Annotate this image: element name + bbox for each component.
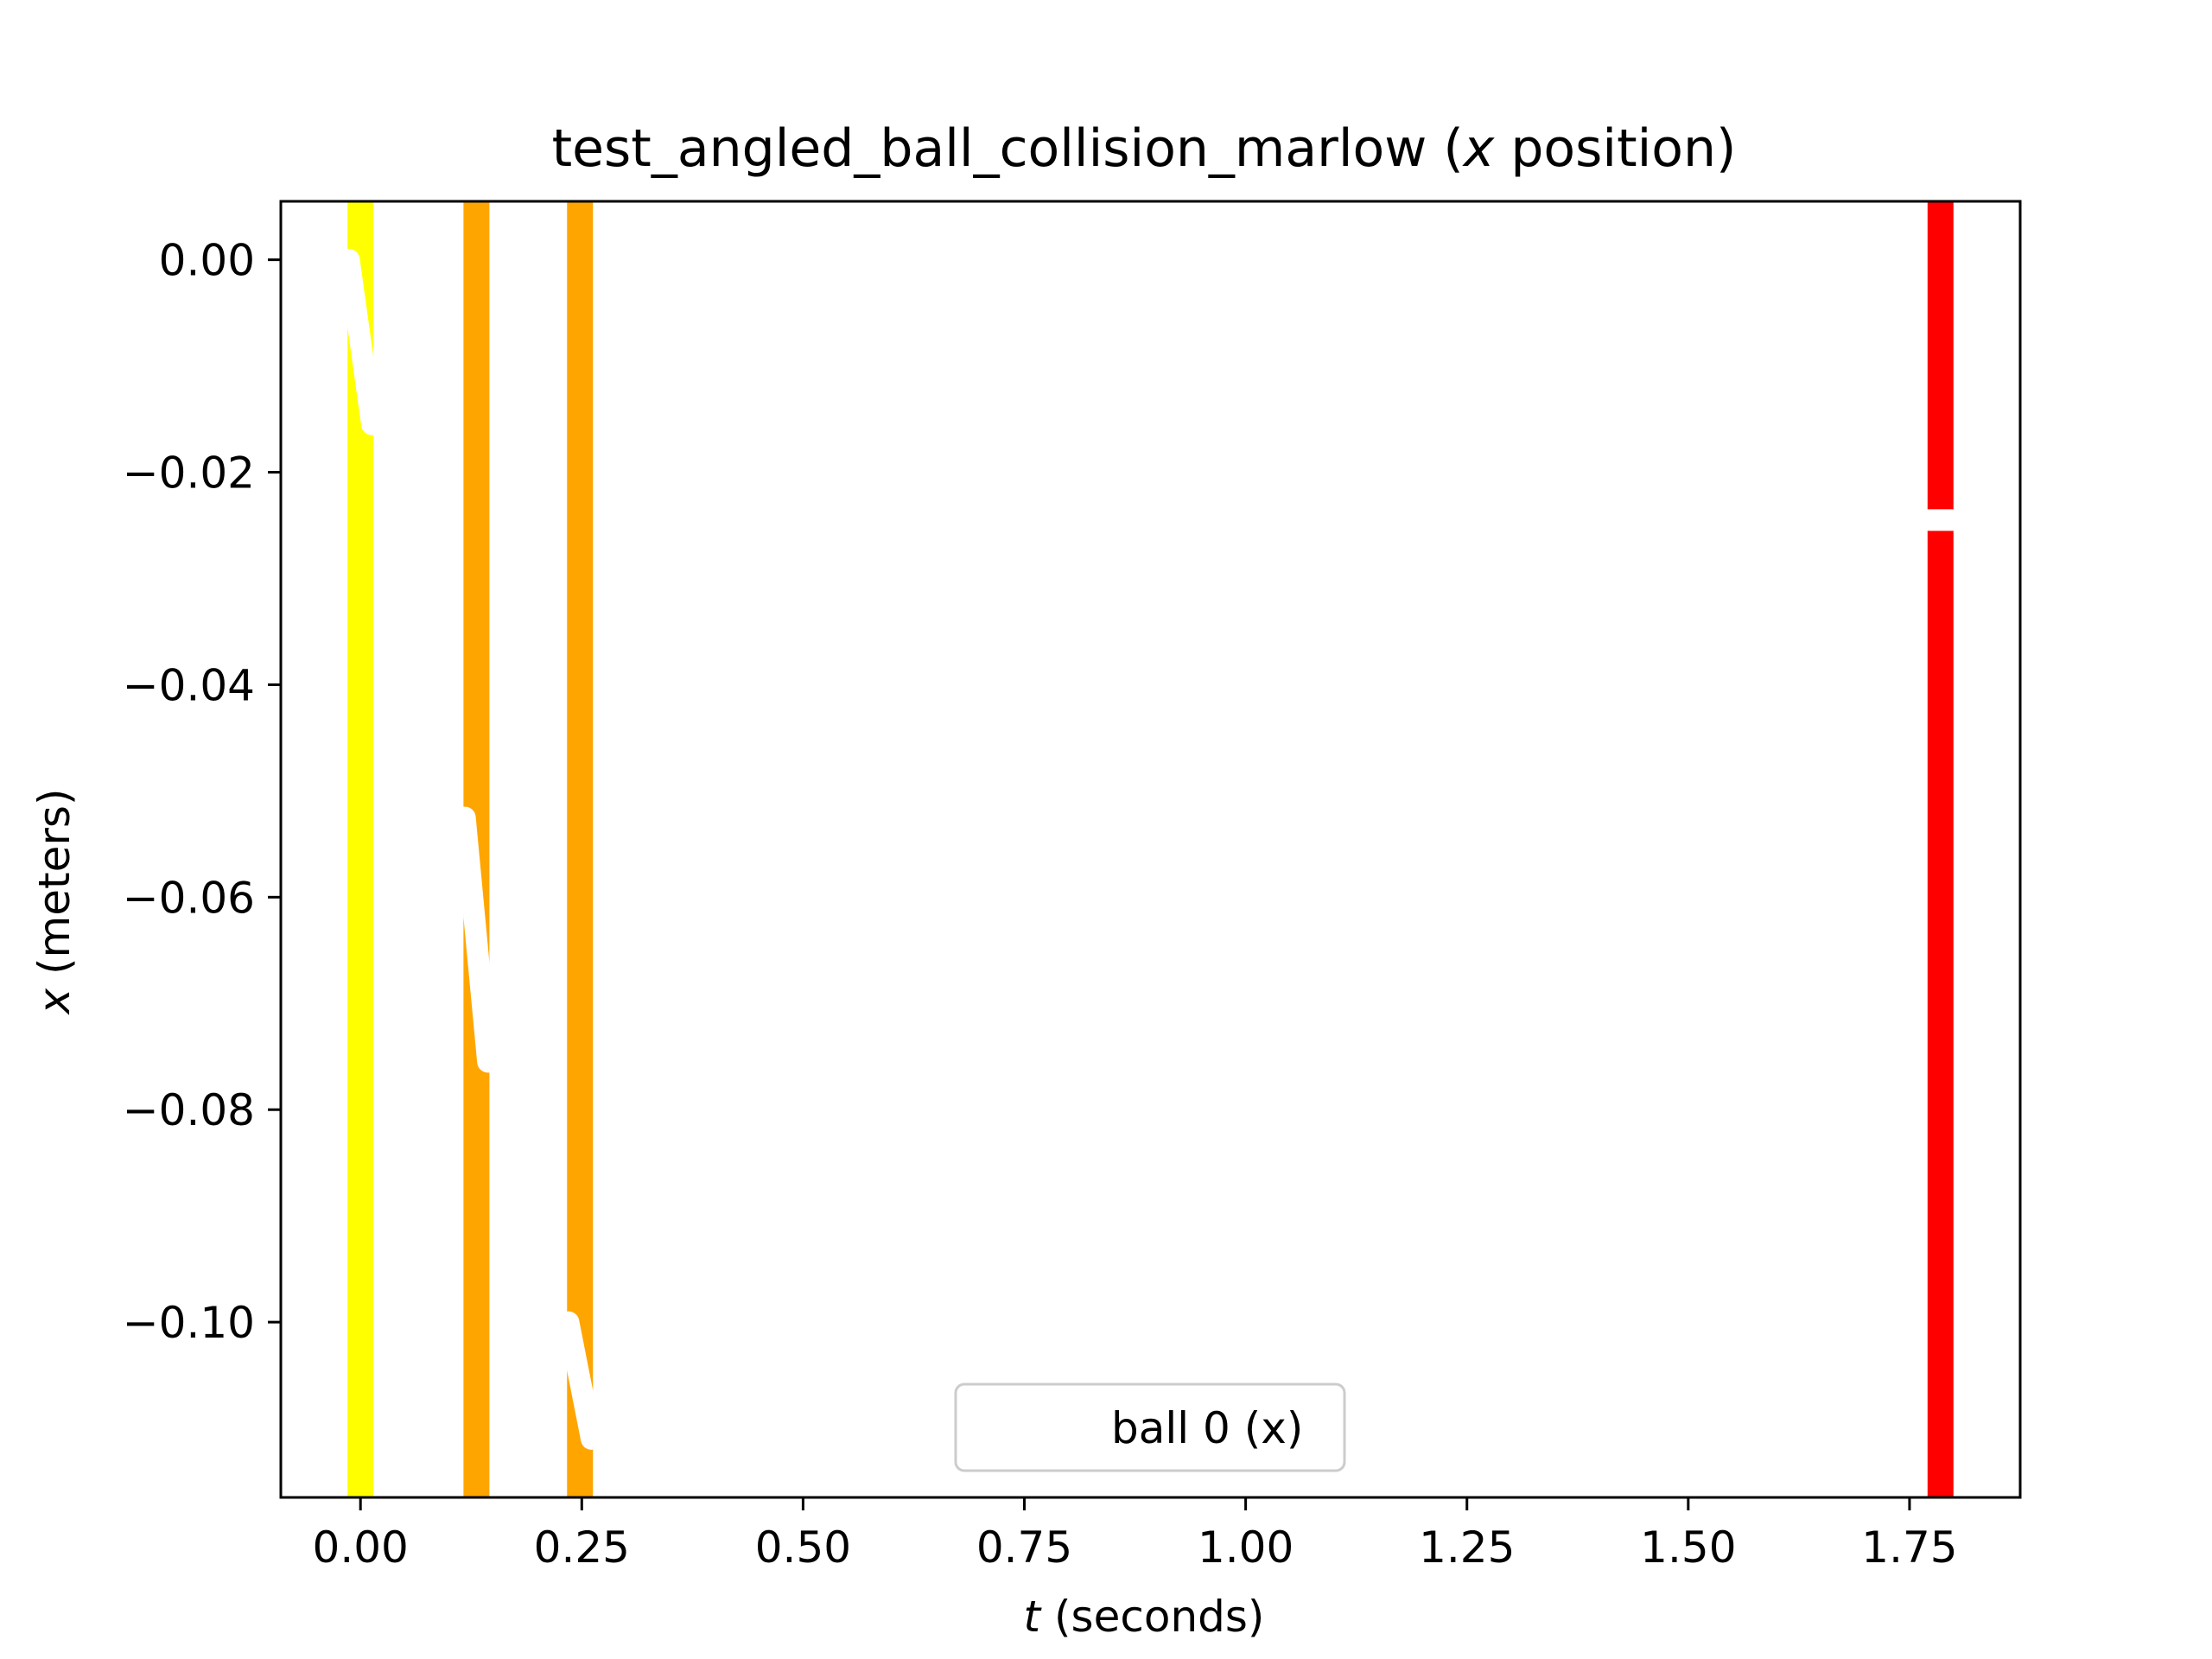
- y-tick-label-1: −0.02: [123, 448, 255, 499]
- y-tick-label-5: −0.10: [123, 1298, 255, 1348]
- x-axis-label: t (seconds): [1024, 1592, 1265, 1642]
- series-line-segment-0: [338, 249, 383, 435]
- x-tick-label-3: 0.75: [976, 1522, 1072, 1573]
- plot-area: [338, 201, 1963, 1497]
- y-axis-label-var: x: [29, 988, 79, 1015]
- x-tick-label-5: 1.25: [1419, 1522, 1515, 1573]
- x-axis-label-var: t: [1024, 1592, 1043, 1642]
- x-tick-label-1: 0.25: [534, 1522, 630, 1573]
- y-tick-label-4: −0.08: [123, 1085, 255, 1135]
- legend-label: ball 0 (x): [1111, 1403, 1303, 1453]
- x-tick-label-7: 1.75: [1861, 1522, 1957, 1573]
- legend-box: [954, 1382, 1346, 1472]
- x-axis-label-rest: (seconds): [1040, 1592, 1264, 1642]
- axes: 0.00 0.25 0.50 0.75 1.00 1.25 1.50 1.75 0.00 −0.0…: [123, 200, 2022, 1573]
- x-tick-label-4: 1.00: [1198, 1522, 1294, 1573]
- chart-title-var: x: [1462, 118, 1495, 179]
- axes-frame: [279, 200, 2022, 1499]
- series-line-segment-2: [557, 1311, 603, 1450]
- x-tick-label-0: 0.00: [313, 1522, 409, 1573]
- y-tick-label-3: −0.06: [123, 873, 255, 923]
- x-tick-label-2: 0.50: [755, 1522, 851, 1573]
- y-axis-label-rest: (meters): [29, 789, 79, 988]
- y-tick-label-2: −0.04: [123, 660, 255, 710]
- chart-title-main: test_angled_ball_collision_marlow (: [552, 118, 1464, 179]
- x-tick-label-6: 1.50: [1640, 1522, 1736, 1573]
- y-axis-label: x (meters): [29, 789, 79, 1016]
- legend: ball 0 (x): [954, 1382, 1346, 1472]
- y-tick-label-0: 0.00: [159, 236, 255, 286]
- series-line-segment-1: [454, 806, 499, 1073]
- chart-title: test_angled_ball_collision_marlow (x pos…: [552, 118, 1737, 179]
- chart-title-rest: position): [1494, 118, 1736, 179]
